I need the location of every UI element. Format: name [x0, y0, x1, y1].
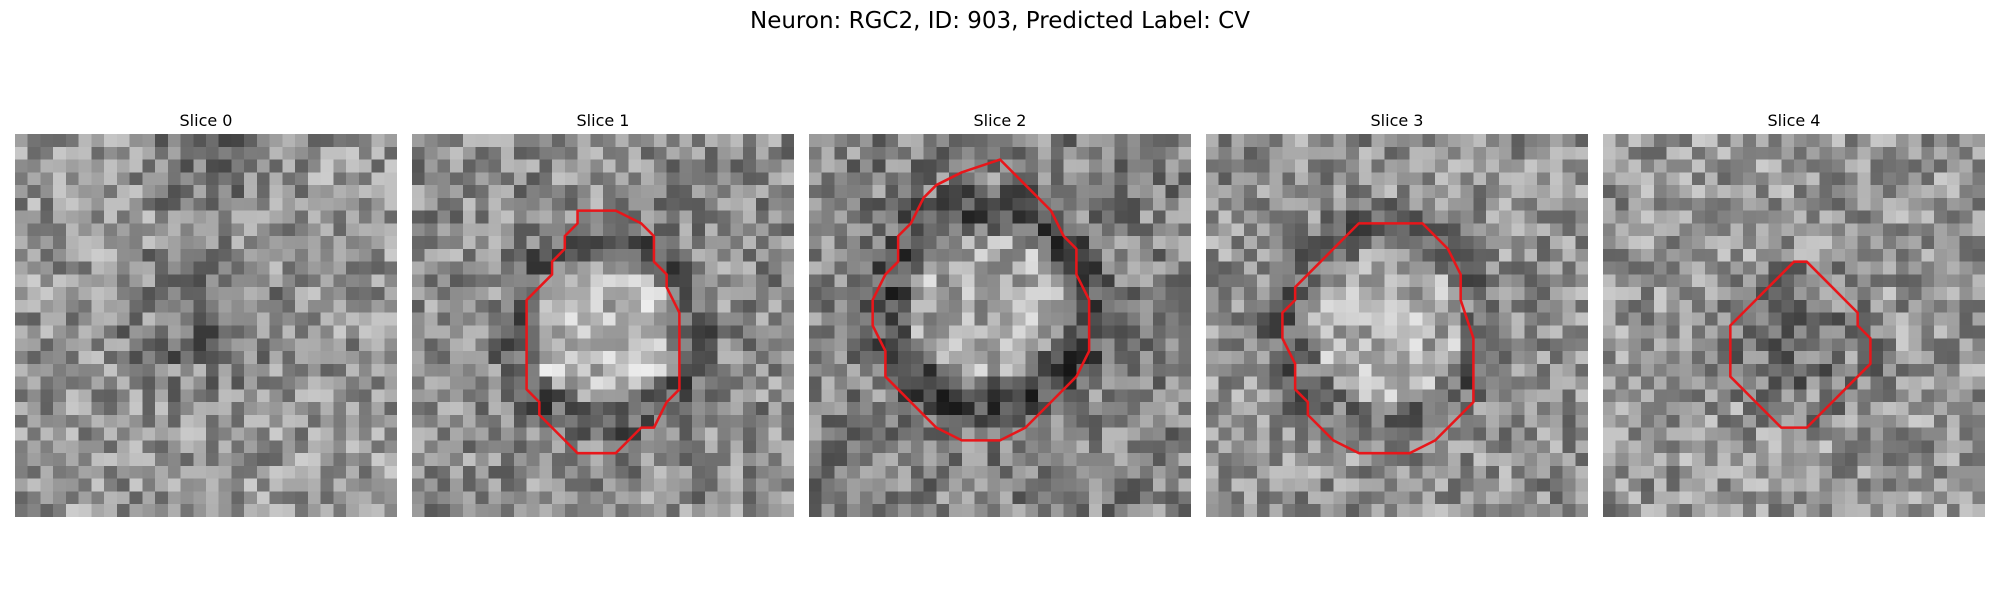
contour-line [871, 158, 1091, 442]
slice-image-canvas [1603, 134, 1985, 517]
panel-title: Slice 3 [1370, 111, 1424, 130]
panel-title: Slice 0 [179, 111, 233, 130]
panel-slice-1: Slice 1 [412, 110, 794, 517]
panel-slice-4: Slice 4 [1603, 110, 1985, 517]
slice-image [809, 134, 1191, 517]
contour-overlay [15, 134, 397, 517]
slice-image [15, 134, 397, 517]
slice-image [1206, 134, 1588, 517]
panel-title: Slice 2 [973, 111, 1027, 130]
panel-title: Slice 4 [1767, 111, 1821, 130]
contour-line [1729, 260, 1872, 429]
contour-line [1281, 222, 1475, 455]
contour-line [525, 209, 681, 455]
slice-image [1603, 134, 1985, 517]
panel-slice-3: Slice 3 [1206, 110, 1588, 517]
figure-title: Neuron: RGC2, ID: 903, Predicted Label: … [750, 8, 1250, 34]
slice-image-canvas [15, 134, 397, 517]
contour-overlay [1729, 260, 1872, 429]
panel-slice-2: Slice 2 [809, 110, 1191, 517]
contour-overlay [525, 209, 681, 455]
slice-image [412, 134, 794, 517]
panel-slice-0: Slice 0 [15, 110, 397, 517]
panel-title: Slice 1 [576, 111, 630, 130]
contour-overlay [1281, 222, 1475, 455]
contour-overlay [871, 158, 1091, 442]
